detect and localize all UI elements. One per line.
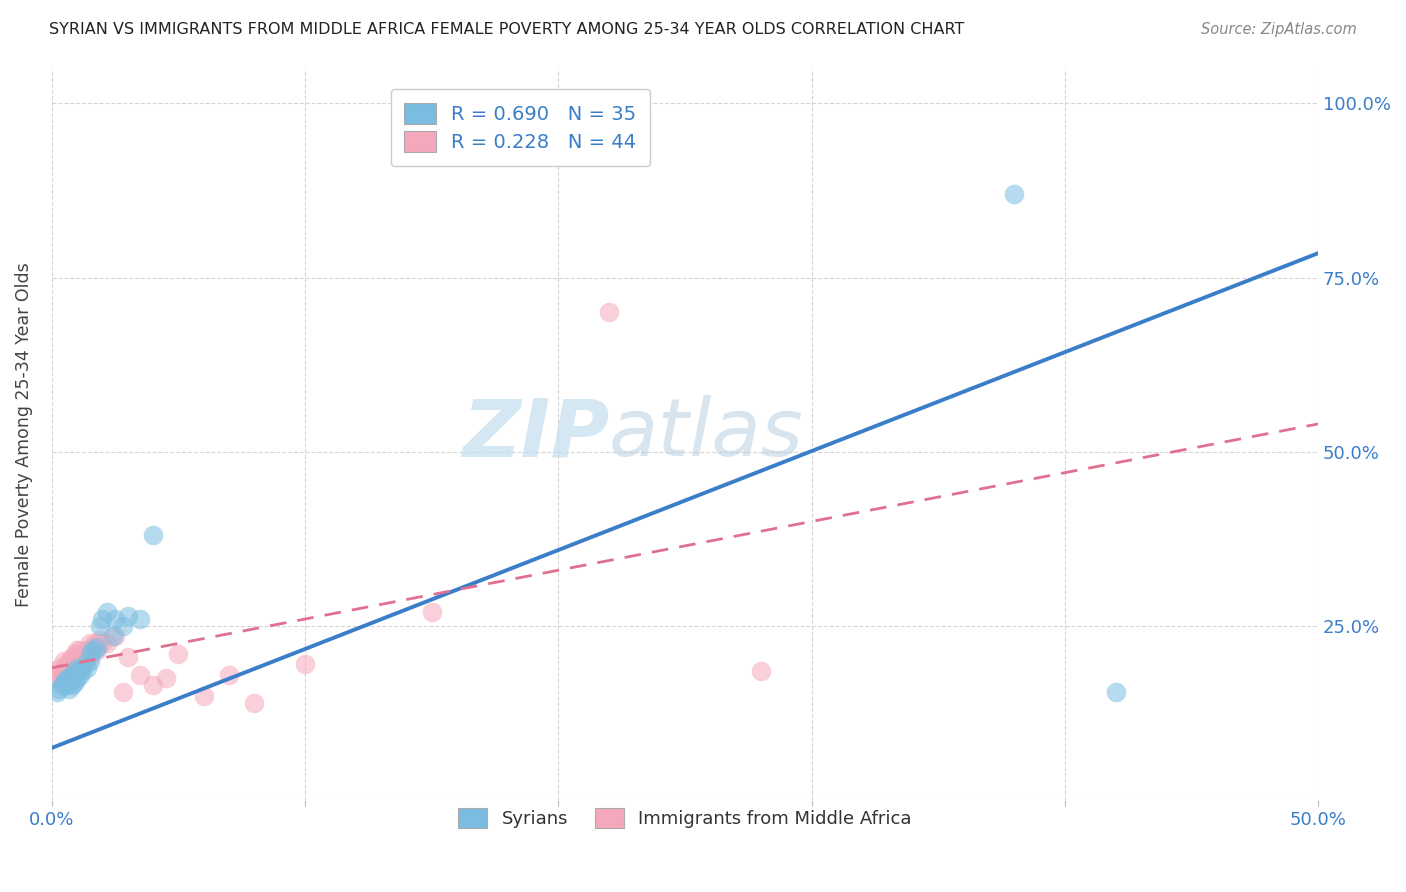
Point	[44, 671, 66, 685]
Point	[79, 650, 101, 665]
Point	[45, 665, 67, 679]
Text: atlas: atlas	[609, 395, 804, 474]
Point	[167, 647, 190, 661]
Point	[749, 665, 772, 679]
Point	[63, 671, 86, 685]
Point	[53, 674, 76, 689]
Point	[66, 665, 89, 679]
Point	[69, 643, 91, 657]
Point	[129, 667, 152, 681]
Point	[82, 643, 104, 657]
Point	[243, 696, 266, 710]
Text: SYRIAN VS IMMIGRANTS FROM MIDDLE AFRICA FEMALE POVERTY AMONG 25-34 YEAR OLDS COR: SYRIAN VS IMMIGRANTS FROM MIDDLE AFRICA …	[49, 22, 965, 37]
Point	[60, 678, 83, 692]
Point	[79, 636, 101, 650]
Point	[101, 630, 124, 644]
Point	[76, 661, 98, 675]
Point	[70, 665, 93, 679]
Point	[69, 661, 91, 675]
Point	[111, 685, 134, 699]
Point	[1002, 186, 1025, 201]
Point	[70, 657, 93, 672]
Point	[56, 678, 79, 692]
Point	[129, 612, 152, 626]
Point	[66, 643, 89, 657]
Point	[96, 636, 118, 650]
Point	[86, 640, 108, 654]
Point	[89, 632, 111, 647]
Point	[420, 605, 443, 619]
Point	[56, 657, 79, 672]
Point	[598, 305, 620, 319]
Point	[193, 689, 215, 703]
Point	[76, 643, 98, 657]
Point	[104, 612, 127, 626]
Point	[79, 647, 101, 661]
Point	[117, 650, 139, 665]
Point	[111, 619, 134, 633]
Point	[117, 608, 139, 623]
Point	[69, 665, 91, 679]
Point	[53, 654, 76, 668]
Point	[142, 678, 165, 692]
Point	[66, 671, 89, 685]
Point	[96, 605, 118, 619]
Point	[56, 671, 79, 685]
Point	[48, 661, 70, 675]
Point	[56, 671, 79, 685]
Point	[51, 667, 73, 681]
Point	[58, 654, 80, 668]
Point	[155, 671, 177, 685]
Point	[58, 671, 80, 685]
Point	[48, 674, 70, 689]
Point	[91, 636, 114, 650]
Point	[83, 636, 105, 650]
Point	[51, 678, 73, 692]
Point	[66, 661, 89, 675]
Point	[69, 667, 91, 681]
Point	[53, 665, 76, 679]
Point	[83, 643, 105, 657]
Point	[48, 681, 70, 696]
Point	[45, 685, 67, 699]
Point	[73, 657, 96, 672]
Point	[63, 647, 86, 661]
Point	[73, 654, 96, 668]
Point	[86, 643, 108, 657]
Point	[60, 665, 83, 679]
Legend: Syrians, Immigrants from Middle Africa: Syrians, Immigrants from Middle Africa	[451, 801, 920, 835]
Point	[60, 667, 83, 681]
Point	[218, 667, 240, 681]
Point	[142, 528, 165, 542]
Point	[79, 654, 101, 668]
Point	[82, 640, 104, 654]
Y-axis label: Female Poverty Among 25-34 Year Olds: Female Poverty Among 25-34 Year Olds	[15, 262, 32, 607]
Point	[63, 665, 86, 679]
Point	[60, 650, 83, 665]
Point	[58, 681, 80, 696]
Point	[58, 667, 80, 681]
Point	[89, 619, 111, 633]
Point	[104, 630, 127, 644]
Point	[63, 674, 86, 689]
Point	[294, 657, 316, 672]
Text: ZIP: ZIP	[461, 395, 609, 474]
Point	[91, 612, 114, 626]
Point	[1104, 685, 1126, 699]
Text: Source: ZipAtlas.com: Source: ZipAtlas.com	[1201, 22, 1357, 37]
